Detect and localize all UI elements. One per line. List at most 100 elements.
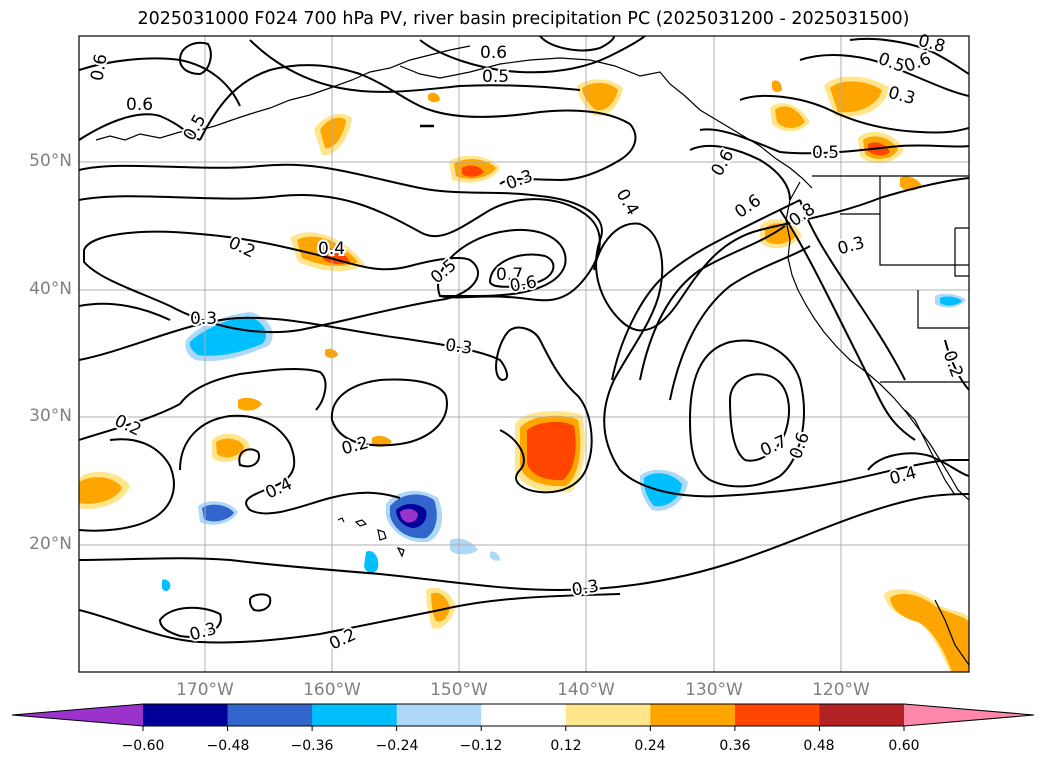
colorbar-segment <box>481 704 567 726</box>
lat-label-30n: 30°N <box>29 406 72 426</box>
contour-line <box>593 222 969 498</box>
contour-label: 0.2 <box>111 411 144 441</box>
contour-label: 0.5 <box>180 111 211 144</box>
contour-line <box>944 339 969 391</box>
contour-line <box>539 36 615 52</box>
coastlines <box>95 45 969 666</box>
us-west-coast <box>785 181 969 501</box>
colorbar-segment <box>143 704 229 726</box>
contour-label: 0.3 <box>190 309 217 329</box>
contour-line <box>158 606 222 638</box>
contour-line <box>849 37 969 75</box>
contour-line <box>79 302 171 321</box>
contour-line <box>79 193 601 302</box>
contour-label: 0.4 <box>612 186 643 219</box>
colorbar-segment <box>312 704 398 726</box>
colorbar-segment <box>819 704 905 726</box>
contour-label: 0.4 <box>318 239 345 259</box>
contour-line <box>178 41 212 76</box>
contour-label: 0.3 <box>886 83 917 109</box>
contour-label: 0.3 <box>187 619 218 645</box>
contour-label: 0.3 <box>444 335 474 359</box>
lat-label-40n: 40°N <box>29 279 72 299</box>
baja-coast <box>904 409 956 496</box>
map-svg: 0.6 0.5 0.6 0.5 0.3 0.4 0.6 0.6 0.8 0.5 … <box>78 29 970 673</box>
contour-line <box>728 373 790 462</box>
contour-line <box>248 593 272 612</box>
lon-label-170w: 170°W <box>176 680 234 700</box>
contour-line <box>419 36 646 74</box>
contour-label: 0.6 <box>480 43 507 63</box>
contour-line <box>611 199 801 381</box>
contour-label: 0.6 <box>126 95 153 115</box>
contour-label: 0.5 <box>482 67 509 87</box>
colorbar-segment <box>396 704 482 726</box>
map-title: 2025031000 F024 700 hPa PV, river basin … <box>137 9 910 29</box>
colorbar-segment <box>565 704 651 726</box>
colorbar-tick-label: 0.12 <box>550 738 582 754</box>
contour-line <box>238 448 260 468</box>
contour-line <box>179 367 327 411</box>
lon-label-160w: 160°W <box>303 680 361 700</box>
colorbar-tick-label: 0.48 <box>803 738 835 754</box>
contour-line <box>249 39 581 93</box>
contour-line <box>79 316 593 494</box>
contour-label: 0.3 <box>503 166 535 194</box>
colorbar-segment <box>227 704 313 726</box>
colorbar-tick-label: −0.24 <box>375 738 419 754</box>
contour-line <box>330 378 448 447</box>
colorbar-outline <box>11 703 1035 727</box>
lon-label-120w: 120°W <box>812 680 870 700</box>
contour-label: 0.6 <box>707 146 738 179</box>
contour-line <box>739 94 969 134</box>
contour-label: 0.2 <box>939 348 967 380</box>
lat-label-50n: 50°N <box>29 151 72 171</box>
contour-label: 0.2 <box>326 625 359 655</box>
contour-line <box>799 199 906 381</box>
contour-label: 0.5 <box>812 143 839 163</box>
contour-line <box>79 163 969 332</box>
contour-line <box>199 64 631 141</box>
alaska-coast <box>399 57 813 189</box>
colorbar-extend-max <box>904 704 1034 726</box>
colorbar-tick-label: −0.48 <box>206 738 250 754</box>
contour-label: 0.6 <box>786 430 814 462</box>
contour-line <box>639 225 786 381</box>
contour-label: 0.4 <box>887 463 918 489</box>
contour-line <box>779 209 916 441</box>
contour-label: 0.7 <box>757 431 790 461</box>
contour-line <box>79 403 181 441</box>
contour-line <box>499 123 637 185</box>
contour-line <box>79 593 621 644</box>
contour-label: 0.6 <box>87 52 111 82</box>
contour-line <box>799 54 969 97</box>
contour-line <box>83 230 480 334</box>
contour-line <box>488 253 555 288</box>
contour-line <box>867 452 969 477</box>
lon-label-150w: 150°W <box>430 680 488 700</box>
lat-label-20n: 20°N <box>29 534 72 554</box>
precip-negative-areas <box>162 293 966 591</box>
contour-label: 0.6 <box>731 191 765 223</box>
colorbar-tick-label: 0.60 <box>888 738 920 754</box>
contour-line <box>79 438 175 532</box>
contour-label: 0.3 <box>835 233 866 259</box>
lon-label-140w: 140°W <box>557 680 615 700</box>
contour-line <box>179 414 401 515</box>
colorbar-tick-label: −0.36 <box>290 738 334 754</box>
state-border-3 <box>954 227 969 277</box>
contour-label: 0.3 <box>570 576 600 600</box>
colorbar-tick-label: 0.24 <box>634 738 666 754</box>
colorbar-segment <box>650 704 736 726</box>
state-border-2 <box>917 290 969 329</box>
contour-line <box>689 144 791 201</box>
contour-line <box>699 128 969 155</box>
hawaii-islands <box>337 517 405 558</box>
colorbar-segment <box>734 704 820 726</box>
contour-label: 0.4 <box>262 474 295 504</box>
colorbar-tick-label: −0.60 <box>121 738 165 754</box>
contour-line <box>669 245 811 401</box>
colorbar-tick-label: 0.36 <box>719 738 751 754</box>
contour-line <box>688 339 805 488</box>
precip-positive-areas <box>79 76 969 672</box>
